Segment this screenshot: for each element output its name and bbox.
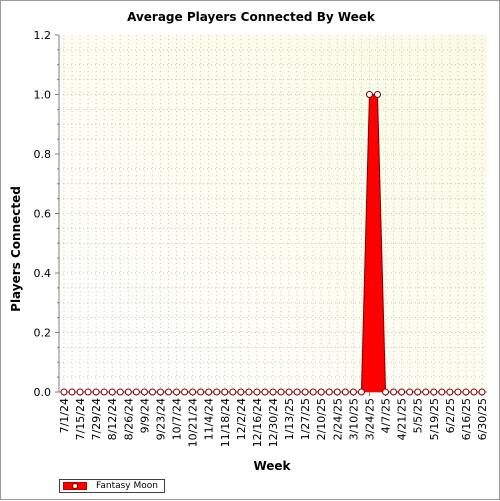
data-point	[317, 388, 325, 396]
x-tick-label: 12/30/24	[267, 398, 280, 447]
y-tick-label: 1.2	[34, 29, 52, 42]
x-tick-label: 8/26/24	[122, 398, 135, 440]
data-point	[349, 388, 357, 396]
data-point	[237, 388, 245, 396]
x-tick-label: 6/30/25	[476, 398, 489, 440]
x-tick-label: 1/13/25	[283, 398, 296, 440]
data-point	[253, 388, 261, 396]
data-point	[277, 388, 285, 396]
y-tick-label: 0.0	[34, 386, 52, 399]
legend-label: Fantasy Moon	[96, 481, 158, 491]
data-point	[422, 388, 430, 396]
data-point	[140, 388, 148, 396]
data-point	[108, 388, 116, 396]
x-tick-label: 7/29/24	[90, 398, 103, 440]
x-tick-label: 10/7/24	[171, 398, 184, 440]
x-tick-label: 6/2/25	[444, 398, 457, 433]
chart-title: Average Players Connected By Week	[127, 10, 375, 24]
data-point	[156, 388, 164, 396]
data-point	[173, 388, 181, 396]
data-point	[414, 388, 422, 396]
series-area	[64, 94, 482, 392]
y-tick-label: 0.8	[34, 148, 52, 161]
y-tick-label: 0.6	[34, 208, 52, 221]
data-point	[325, 388, 333, 396]
x-tick-label: 3/24/25	[363, 398, 376, 440]
legend: Fantasy Moon	[59, 479, 165, 493]
data-point	[60, 388, 68, 396]
data-point	[430, 388, 438, 396]
x-tick-label: 5/19/25	[428, 398, 441, 440]
x-tick-label: 12/2/24	[235, 398, 248, 440]
data-point	[84, 388, 92, 396]
data-point	[229, 388, 237, 396]
y-axis-label: Players Connected	[9, 186, 23, 312]
data-point	[197, 388, 205, 396]
x-axis-label: Week	[253, 459, 291, 473]
x-tick-label: 5/5/25	[412, 398, 425, 433]
data-point	[446, 388, 454, 396]
legend-swatch-icon	[63, 482, 87, 490]
data-point	[92, 388, 100, 396]
data-point	[406, 388, 414, 396]
x-tick-label: 10/21/24	[187, 398, 200, 447]
data-point	[454, 388, 462, 396]
x-tick-label: 12/16/24	[251, 398, 264, 447]
data-point	[124, 388, 132, 396]
data-point	[269, 388, 277, 396]
data-point	[357, 388, 365, 396]
data-point	[309, 388, 317, 396]
x-tick-label: 2/10/25	[315, 398, 328, 440]
x-tick-label: 1/27/25	[299, 398, 312, 440]
data-point	[333, 388, 341, 396]
legend-swatch-marker	[72, 483, 78, 489]
y-tick-label: 0.2	[34, 327, 52, 340]
data-point	[398, 388, 406, 396]
data-point	[261, 388, 269, 396]
data-point	[470, 388, 478, 396]
x-tick-label: 3/10/25	[347, 398, 360, 440]
data-point	[132, 388, 140, 396]
x-tick-label: 4/7/25	[380, 398, 393, 433]
x-tick-label: 9/23/24	[154, 398, 167, 440]
data-point	[301, 388, 309, 396]
data-point	[68, 388, 76, 396]
data-point	[478, 388, 486, 396]
data-point	[462, 388, 470, 396]
y-tick-label: 0.4	[34, 267, 52, 280]
data-point	[365, 91, 373, 98]
y-axis-label-wrap: Players Connected	[9, 186, 23, 312]
x-tick-label: 7/15/24	[74, 398, 87, 440]
x-tick-label: 8/12/24	[106, 398, 119, 440]
data-point	[382, 388, 390, 396]
data-point	[181, 388, 189, 396]
data-point	[438, 388, 446, 396]
data-point	[213, 388, 221, 396]
x-tick-label: 6/16/25	[460, 398, 473, 440]
data-point	[285, 388, 293, 396]
x-tick-label: 11/18/24	[219, 398, 232, 447]
data-point	[165, 388, 172, 396]
x-tick-label: 7/1/24	[58, 398, 71, 433]
data-point	[148, 388, 156, 396]
x-tick-label: 11/4/24	[203, 398, 216, 440]
data-point	[341, 388, 349, 396]
data-point	[189, 388, 197, 396]
data-point	[116, 388, 124, 396]
x-tick-label: 9/9/24	[138, 398, 151, 433]
y-tick-label: 1.0	[34, 89, 52, 102]
data-point	[390, 388, 398, 396]
data-point	[374, 91, 381, 98]
x-tick-label: 2/24/25	[331, 398, 344, 440]
data-point	[245, 388, 253, 396]
data-point	[293, 388, 301, 396]
data-point	[221, 388, 229, 396]
data-point	[205, 388, 213, 396]
data-point	[76, 388, 84, 396]
x-tick-label: 4/21/25	[396, 398, 409, 440]
data-point	[100, 388, 108, 396]
